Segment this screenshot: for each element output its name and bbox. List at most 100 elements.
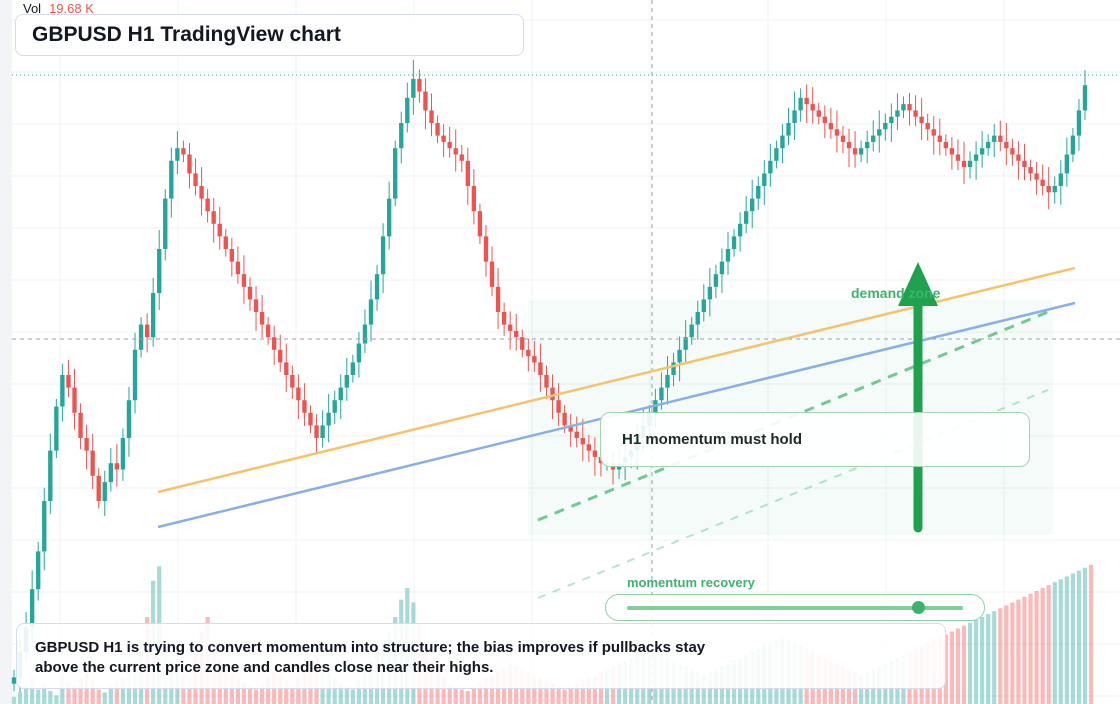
candle-body — [852, 148, 858, 155]
candle-body — [78, 412, 83, 438]
volume-bar — [266, 677, 271, 704]
candle-body — [943, 141, 949, 149]
candle-body — [193, 173, 198, 186]
candle-body — [308, 412, 313, 426]
candle-body — [11, 677, 17, 684]
candle-body — [223, 236, 228, 249]
candle-body — [66, 375, 71, 388]
candle-body — [114, 463, 120, 470]
volume-bar — [477, 682, 483, 704]
candle-body — [36, 551, 41, 590]
volume-bar — [90, 680, 95, 704]
summary-card: GBPUSD H1 is trying to convert momentum … — [16, 623, 946, 689]
volume-bar — [181, 675, 186, 704]
candle-body — [955, 154, 961, 161]
volume-bar — [986, 614, 991, 704]
volume-bar — [78, 677, 83, 704]
volume-bar — [992, 611, 997, 704]
candle-body — [520, 337, 525, 350]
volume-bar — [949, 631, 954, 704]
candle-body — [846, 141, 852, 149]
candle-body — [556, 400, 561, 413]
candle-body — [181, 148, 186, 155]
volume-bar — [102, 692, 107, 704]
candle-body — [235, 261, 241, 275]
candle-body — [961, 160, 967, 168]
candle-body — [453, 148, 458, 155]
candle-body — [417, 78, 422, 92]
volume-bar — [459, 689, 464, 704]
momentum-callout: H1 momentum must hold — [600, 412, 1030, 467]
candle-body — [501, 312, 507, 325]
volume-bar — [17, 692, 23, 704]
candle-body — [96, 475, 101, 501]
candle-body — [834, 129, 840, 136]
candle-body — [72, 387, 77, 413]
candle-body — [713, 274, 719, 287]
candle-body — [284, 362, 289, 375]
candle-body — [405, 97, 410, 123]
candle-body — [393, 148, 398, 199]
volume-bar — [1028, 593, 1033, 704]
candle-body — [84, 438, 89, 451]
volume-bar — [332, 677, 337, 704]
candle-body — [967, 160, 973, 168]
candle-body — [514, 330, 519, 338]
candle-body — [707, 286, 713, 300]
volume-bar — [967, 622, 973, 704]
candle-body — [163, 198, 168, 249]
volume-bar — [1046, 585, 1051, 704]
candle-body — [459, 154, 464, 161]
momentum-slider-track[interactable] — [627, 606, 963, 610]
volume-bar — [356, 680, 362, 704]
volume-bar — [1040, 588, 1045, 704]
volume-bar — [54, 695, 59, 704]
candle-body — [1028, 167, 1033, 174]
candle-body — [217, 223, 222, 237]
momentum-slider-thumb[interactable] — [911, 601, 925, 614]
volume-bar — [259, 683, 265, 704]
candle-body — [1016, 154, 1021, 161]
candle-body — [1082, 85, 1088, 111]
summary-line-2: above the current price zone and candles… — [35, 659, 494, 676]
candle-body — [386, 198, 392, 237]
volume-bar — [278, 675, 283, 704]
candle-body — [580, 438, 585, 445]
candle-body — [562, 412, 567, 426]
volume-bar — [48, 690, 53, 704]
candle-body — [877, 129, 882, 136]
volume-bar — [1076, 570, 1082, 704]
candle-body — [701, 299, 706, 312]
left-edge-strip — [0, 0, 12, 704]
candle-body — [550, 387, 555, 401]
volume-bar — [859, 675, 864, 704]
candle-body — [489, 261, 495, 287]
candle-body — [840, 135, 846, 142]
candle-body — [780, 135, 785, 149]
volume-bar — [568, 686, 573, 704]
chart-title-card: GBPUSD H1 TradingView chart — [15, 14, 524, 56]
candle-body — [568, 425, 573, 432]
candle-body — [278, 349, 283, 363]
candle-body — [689, 324, 694, 338]
candle-body — [495, 286, 501, 312]
candle-body — [314, 425, 319, 438]
volume-bar — [556, 686, 561, 704]
momentum-slider-label: momentum recovery — [627, 575, 755, 590]
candle-body — [344, 375, 349, 388]
candle-body — [356, 343, 362, 363]
demand-zone-label: demand zone — [851, 285, 941, 301]
candle-body — [477, 211, 483, 237]
candle-body — [332, 400, 337, 413]
candlestick-series — [11, 60, 1088, 693]
candle-body — [526, 349, 531, 357]
candle-body — [1040, 179, 1045, 186]
momentum-slider[interactable] — [605, 594, 985, 621]
candle-body — [42, 501, 47, 552]
candle-body — [120, 438, 126, 470]
volume-bar — [72, 686, 77, 704]
candle-body — [949, 148, 955, 155]
volume-bar — [23, 686, 29, 704]
candle-body — [1076, 110, 1082, 136]
candle-body — [864, 141, 870, 149]
